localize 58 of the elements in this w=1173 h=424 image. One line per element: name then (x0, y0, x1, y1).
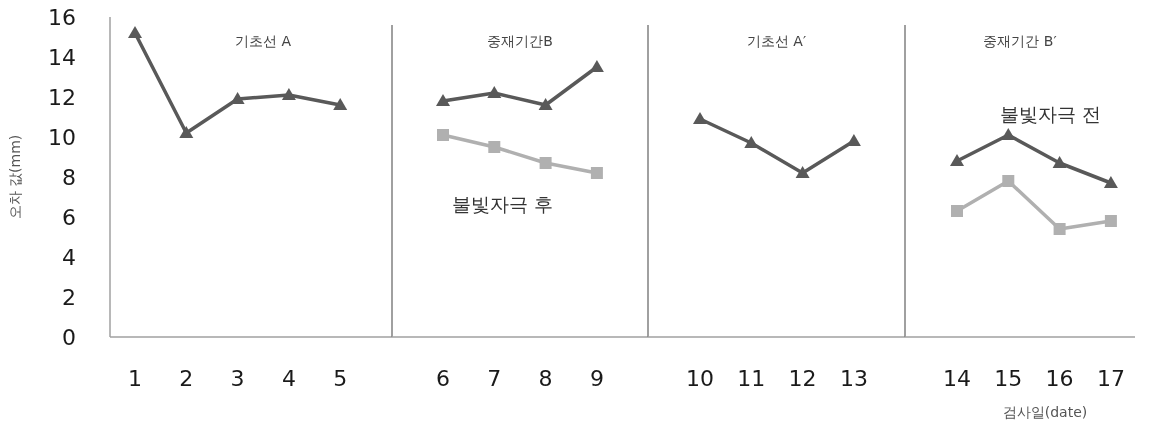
point (1001, 128, 1016, 140)
x-tick-label: 10 (686, 366, 714, 391)
y-tick-label: 14 (48, 45, 76, 70)
point (487, 86, 502, 98)
x-tick-label: 9 (589, 366, 604, 391)
x-tick-label: 11 (737, 366, 766, 391)
x-tick-label: 8 (538, 366, 553, 391)
point (179, 126, 194, 138)
point (488, 141, 501, 153)
x-axis-title: 검사일(date) (1002, 404, 1088, 420)
y-tick-label: 16 (48, 5, 76, 30)
point (538, 98, 553, 110)
y-axis-title: 오차 값(mm) (7, 134, 23, 220)
x-tick-label: 7 (487, 366, 502, 391)
point (1052, 156, 1067, 168)
y-tick-label: 12 (48, 85, 76, 110)
text: 기초선 A′ (746, 33, 807, 49)
x-tick-label: 13 (839, 366, 868, 391)
y-tick-label: 10 (48, 125, 76, 150)
y-tick-label: 4 (62, 245, 76, 270)
text: 중재기간 B′ (983, 33, 1057, 49)
series-label: 불빛자극 후 (452, 193, 554, 215)
y-tick-label: 2 (62, 285, 76, 310)
point (437, 129, 449, 141)
point (951, 205, 963, 217)
x-tick-label: 17 (1096, 366, 1125, 391)
x-tick-label: 3 (230, 366, 245, 391)
text: 중재기간B (487, 33, 553, 49)
point (281, 88, 296, 100)
point (950, 154, 964, 166)
point (1103, 176, 1118, 188)
point (539, 157, 552, 169)
point (590, 167, 603, 179)
x-tick-label: 12 (788, 366, 817, 391)
point (693, 112, 707, 124)
x-tick-label: 15 (994, 366, 1023, 391)
x-tick-label: 6 (436, 366, 450, 391)
x-tick-label: 16 (1045, 366, 1074, 391)
point (589, 60, 604, 72)
point (333, 98, 348, 110)
x-tick-label: 4 (281, 366, 296, 391)
point (795, 166, 810, 178)
y-tick-label: 6 (62, 205, 76, 230)
y-tick-label: 8 (62, 165, 76, 190)
x-tick-label: 1 (128, 366, 142, 391)
point (436, 94, 450, 106)
point (1002, 175, 1015, 187)
point (846, 134, 861, 146)
x-tick-label: 2 (179, 366, 194, 391)
point (1053, 223, 1066, 235)
point (128, 26, 142, 38)
point (1104, 215, 1117, 227)
x-tick-label: 14 (943, 366, 971, 391)
x-tick-label: 5 (333, 366, 348, 391)
point (230, 92, 245, 104)
text: 기초선 A (234, 33, 292, 49)
series-label: 불빛자극 전 (1000, 103, 1102, 125)
y-tick-label: 0 (62, 325, 76, 350)
